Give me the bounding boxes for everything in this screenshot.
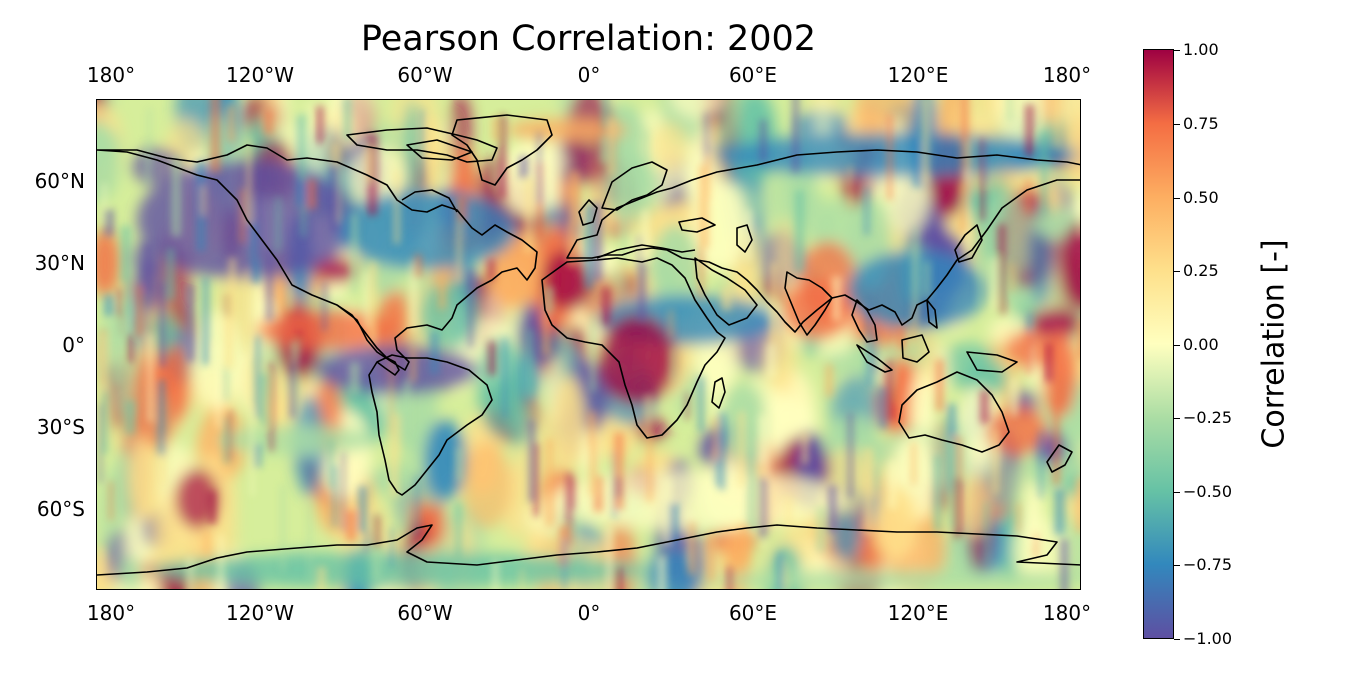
coast-hudson [401, 189, 458, 213]
lon-tick-bottom-180w: 180° [86, 601, 136, 625]
colorbar-tick-mark [1174, 50, 1180, 51]
coast-australia [898, 371, 1010, 453]
colorbar-label: Correlation [-] [1256, 239, 1292, 449]
colorbar-tick-neg0.50: −0.50 [1183, 482, 1233, 501]
lat-tick-0: 0° [62, 333, 85, 357]
coast-antarctica [97, 524, 1080, 576]
lon-tick-bottom-60w: 60°W [397, 601, 453, 625]
colorbar-tick-mark [1174, 639, 1180, 640]
correlation-map [96, 99, 1081, 590]
colorbar-tick-mark [1174, 271, 1180, 272]
colorbar-tick-mark [1174, 124, 1180, 125]
coast-scandinavia [601, 161, 668, 211]
coast-japan [954, 224, 983, 263]
coast-new-zealand [1046, 444, 1073, 473]
lon-tick-bottom-60e: 60°E [728, 601, 778, 625]
colorbar-tick-mark [1174, 565, 1180, 566]
lon-tick-bottom-120e: 120°E [887, 601, 949, 625]
coast-philippines [926, 299, 938, 329]
lat-tick-30s: 30°S [36, 415, 85, 439]
coast-north-america [97, 144, 538, 371]
lat-tick-60n: 60°N [34, 169, 85, 193]
colorbar-tick-neg0.75: −0.75 [1183, 555, 1233, 574]
lon-tick-top-60w: 60°W [397, 63, 453, 87]
colorbar-tick-mark [1174, 418, 1180, 419]
coast-india [784, 271, 833, 336]
colorbar-tick-0.75: 0.75 [1183, 114, 1219, 133]
lat-tick-60s: 60°S [36, 497, 85, 521]
lon-tick-top-180w: 180° [86, 63, 136, 87]
colorbar-tick-1.00: 1.00 [1183, 40, 1219, 59]
lon-tick-bottom-120w: 120°W [226, 601, 294, 625]
lon-tick-top-60e: 60°E [728, 63, 778, 87]
coast-new-guinea [966, 351, 1018, 373]
lon-tick-bottom-0: 0° [577, 601, 601, 625]
lon-tick-top-180e: 180° [1042, 63, 1092, 87]
lon-tick-top-0: 0° [577, 63, 601, 87]
lon-tick-bottom-180e: 180° [1042, 601, 1092, 625]
colorbar-tick-0.25: 0.25 [1183, 261, 1219, 280]
chart-title: Pearson Correlation: 2002 [360, 19, 817, 59]
coast-madagascar [711, 377, 726, 409]
colorbar [1143, 49, 1174, 639]
colorbar-tick-mark [1174, 492, 1180, 493]
colorbar-tick-0.00: 0.00 [1183, 335, 1219, 354]
coast-central-america [336, 304, 400, 376]
coast-borneo [901, 334, 930, 363]
coast-south-america [368, 354, 493, 496]
coast-se-asia [851, 299, 878, 343]
coast-africa [541, 257, 726, 439]
lon-tick-top-120w: 120°W [226, 63, 294, 87]
coast-caspian [736, 224, 753, 253]
lat-tick-30n: 30°N [34, 251, 85, 275]
colorbar-tick-0.50: 0.50 [1183, 188, 1219, 207]
colorbar-tick-mark [1174, 345, 1180, 346]
coast-mediterranean [596, 244, 696, 259]
coast-sumatra [856, 344, 893, 373]
colorbar-tick-neg0.25: −0.25 [1183, 408, 1233, 427]
coast-black-sea [678, 217, 716, 233]
coast-arctic-islands [346, 127, 498, 163]
colorbar-tick-neg1.00: −1.00 [1183, 629, 1233, 648]
colorbar-tick-mark [1174, 198, 1180, 199]
coast-arabia [694, 257, 758, 326]
coast-greenland [451, 114, 553, 186]
correlation-streaks [98, 100, 1080, 589]
coastlines [97, 114, 1080, 576]
coast-uk [578, 199, 598, 226]
lon-tick-top-120e: 120°E [887, 63, 949, 87]
